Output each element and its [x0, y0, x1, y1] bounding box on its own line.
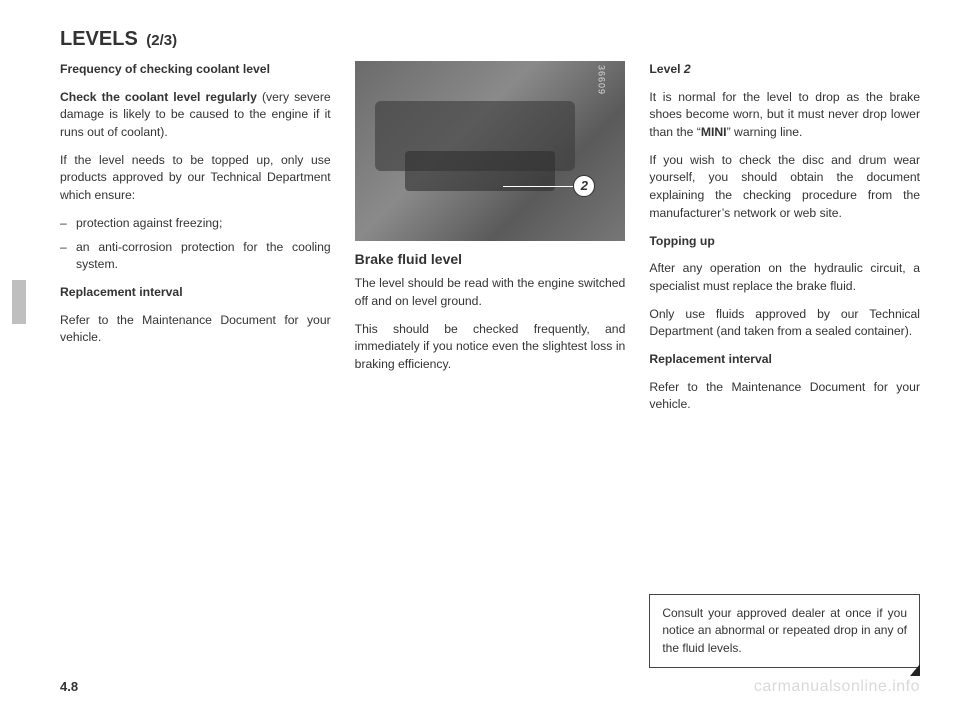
col3-para5: Refer to the Maintenance Document for yo… [649, 379, 920, 414]
content-columns: Frequency of checking coolant level Chec… [60, 61, 920, 668]
col1-para2: If the level needs to be topped up, only… [60, 152, 331, 205]
watermark: carmanualsonline.info [754, 678, 920, 696]
col2-para1: The level should be read with the engine… [355, 275, 626, 310]
callout-2: 2 [573, 175, 595, 197]
column-right: Level 2 It is normal for the level to dr… [649, 61, 920, 668]
col2-heading1: Brake fluid level [355, 249, 626, 269]
col1-heading2: Replacement interval [60, 284, 331, 302]
col3-heading3: Replacement interval [649, 351, 920, 369]
col3-para2: If you wish to check the disc and drum w… [649, 152, 920, 223]
page-title: LEVELS [60, 28, 138, 50]
column-middle: 36609 2 Brake fluid level The level shou… [355, 61, 626, 668]
callout-leader-line [503, 186, 573, 188]
col3-para4: Only use fluids approved by our Technica… [649, 306, 920, 341]
col3-para1: It is normal for the level to drop as th… [649, 89, 920, 142]
col1-bullet2: an anti-corrosion protection for the coo… [60, 239, 331, 274]
side-tab [12, 280, 26, 324]
col2-para2: This should be checked frequently, and i… [355, 321, 626, 374]
col1-para3: Refer to the Maintenance Document for yo… [60, 312, 331, 347]
col1-para1: Check the coolant level regularly (very … [60, 89, 331, 142]
col3-heading1: Level 2 [649, 61, 920, 79]
page-number: 4.8 [60, 679, 78, 694]
engine-bay-figure: 36609 2 [355, 61, 626, 241]
figure-ref-number: 36609 [594, 65, 607, 95]
page-title-part: (2/3) [146, 32, 177, 49]
page-title-row: LEVELS (2/3) [60, 28, 920, 51]
note-box: Consult your approved dealer at once if … [649, 594, 920, 668]
col3-para1-c: ” warning line. [727, 125, 803, 139]
col1-heading1: Frequency of checking coolant level [60, 61, 331, 79]
page-corner-fold [910, 664, 920, 676]
col1-para1-bold: Check the coolant level regularly [60, 90, 257, 104]
col1-bullet1: protection against freezing; [60, 215, 331, 233]
col3-para1-mini: MINI [701, 125, 727, 139]
col3-heading2: Topping up [649, 233, 920, 251]
col3-para3: After any operation on the hydraulic cir… [649, 260, 920, 295]
column-left: Frequency of checking coolant level Chec… [60, 61, 331, 668]
col3-heading1-text: Level [649, 62, 684, 76]
col3-heading1-num: 2 [684, 62, 691, 76]
col1-bullets: protection against freezing; an anti-cor… [60, 215, 331, 274]
